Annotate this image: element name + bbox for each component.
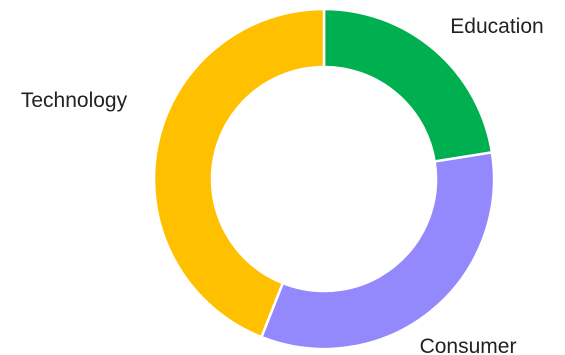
slice-label-education: Education	[450, 15, 543, 38]
slice-label-consumer: Consumer	[420, 335, 517, 355]
slice-labels: Education Consumer Technology	[21, 15, 544, 355]
slice-education	[322, 7, 494, 163]
slice-technology	[152, 7, 326, 339]
donut-slices	[152, 7, 496, 351]
slice-label-technology: Technology	[21, 89, 128, 112]
slice-consumer	[259, 150, 496, 351]
